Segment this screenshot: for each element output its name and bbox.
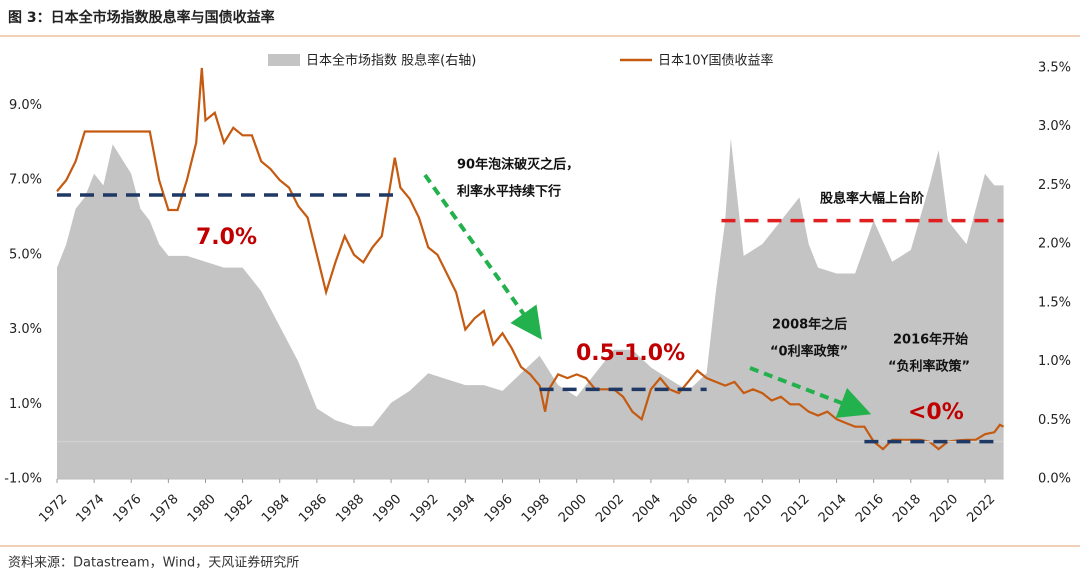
source: 资料来源：Datastream，Wind，天风证券研究所 — [8, 555, 299, 571]
annotation: “0利率政策” — [770, 344, 848, 360]
x-tick-label: 1986 — [296, 492, 330, 526]
x-tick-label: 2006 — [667, 492, 701, 526]
annotation: 2008年之后 — [772, 317, 847, 333]
arrow — [423, 173, 542, 340]
annotation: 股息率大幅上台阶 — [820, 191, 925, 207]
x-tick-label: 1980 — [185, 492, 219, 526]
x-tick-label: 2004 — [630, 492, 664, 526]
x-tick-label: 1988 — [333, 492, 367, 526]
annotation: 0.5-1.0% — [576, 341, 685, 366]
annotation: 90年泡沫破灭之后， — [457, 157, 579, 173]
x-tick-label: 1982 — [222, 492, 256, 526]
chart-title: 图 3：日本全市场指数股息率与国债收益率 — [8, 9, 275, 26]
x-tick-label: 1972 — [36, 492, 70, 526]
y-tick-label: 3.0% — [9, 322, 42, 337]
x-tick-label: 2008 — [704, 492, 738, 526]
x-tick-label: 2020 — [927, 492, 961, 526]
arrow — [749, 366, 872, 418]
annotation: <0% — [908, 400, 964, 425]
y2-tick-label: 1.5% — [1038, 295, 1071, 310]
x-tick-label: 1996 — [482, 492, 516, 526]
legend-label: 日本全市场指数 股息率(右轴) — [306, 53, 476, 69]
y-tick-label: 1.0% — [9, 397, 42, 412]
x-tick-label: 2000 — [556, 492, 590, 526]
x-tick-label: 1984 — [259, 492, 293, 526]
y2-tick-label: 2.5% — [1038, 178, 1071, 193]
annotation: 利率水平持续下行 — [457, 184, 561, 200]
x-tick-label: 1992 — [408, 492, 442, 526]
x-tick-label: 1978 — [148, 492, 182, 526]
y-tick-label: 9.0% — [9, 98, 42, 113]
y-tick-label: -1.0% — [4, 472, 42, 487]
x-tick-label: 2002 — [593, 492, 627, 526]
x-tick-label: 2012 — [779, 492, 813, 526]
x-tick-label: 2018 — [890, 492, 924, 526]
y2-tick-label: 2.0% — [1038, 237, 1071, 252]
line — [56, 67, 1005, 451]
y-tick-label: 5.0% — [9, 247, 42, 262]
x-tick-label: 2022 — [964, 492, 998, 526]
x-tick-label: 1990 — [370, 492, 404, 526]
legend-label: 日本10Y国债收益率 — [658, 53, 773, 69]
x-tick-label: 2014 — [816, 492, 850, 526]
annotation: “负利率政策” — [888, 359, 970, 375]
x-tick-label: 1976 — [111, 492, 145, 526]
x-tick-label: 1974 — [73, 492, 107, 526]
x-tick-label: 1998 — [519, 492, 553, 526]
y2-tick-label: 3.0% — [1038, 119, 1071, 134]
annotation: 2016年开始 — [893, 332, 968, 348]
legend-swatch — [268, 54, 300, 66]
y-tick-label: 7.0% — [9, 173, 42, 188]
x-tick-label: 2010 — [742, 492, 776, 526]
x-tick-label: 2016 — [853, 492, 887, 526]
area — [57, 138, 1004, 479]
annotation: 7.0% — [196, 225, 257, 250]
y2-tick-label: 0.0% — [1038, 472, 1071, 487]
y2-tick-label: 3.5% — [1038, 61, 1071, 76]
y2-tick-label: 0.5% — [1038, 413, 1071, 428]
y2-tick-label: 1.0% — [1038, 354, 1071, 369]
x-tick-label: 1994 — [445, 492, 479, 526]
